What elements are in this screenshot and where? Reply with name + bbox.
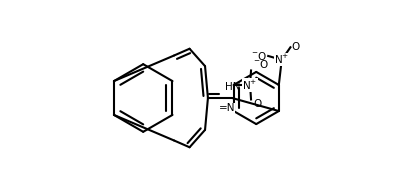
Text: =N: =N <box>218 103 235 113</box>
Text: N$^{+}$: N$^{+}$ <box>243 78 258 92</box>
Text: $^{-}$O: $^{-}$O <box>251 50 267 62</box>
Text: $^{-}$O: $^{-}$O <box>253 58 269 71</box>
Text: N$^{+}$: N$^{+}$ <box>274 53 289 66</box>
Text: HN: HN <box>225 82 241 92</box>
Text: O: O <box>291 42 300 52</box>
Text: O: O <box>253 99 261 109</box>
